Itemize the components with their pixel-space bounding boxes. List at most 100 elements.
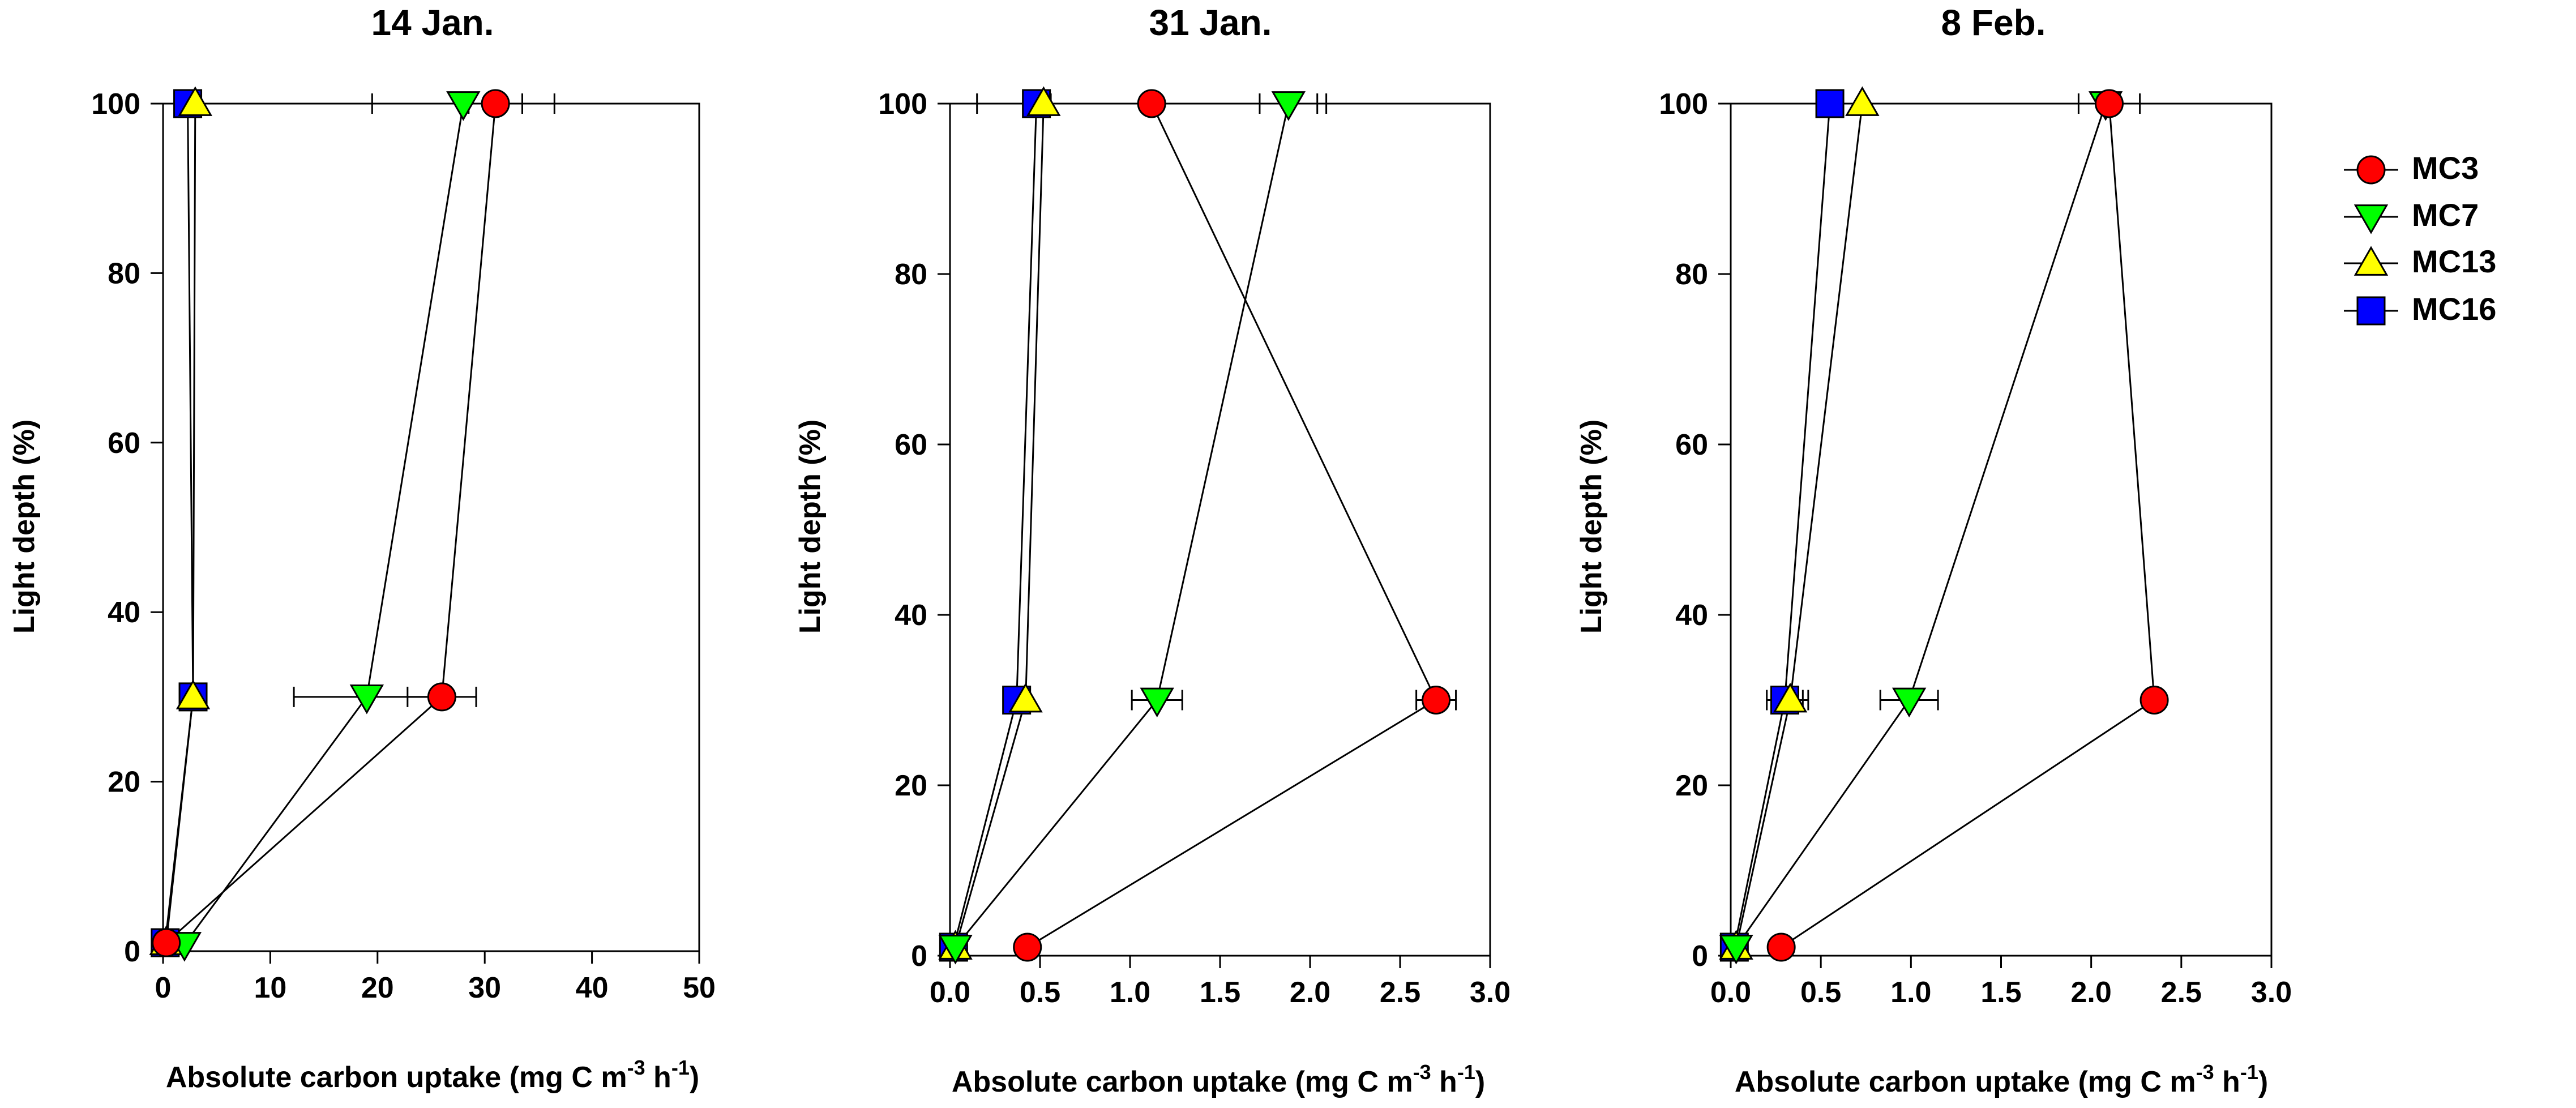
x-axis-label-mid: h <box>1431 1066 1457 1098</box>
y-tick-label: 20 <box>1675 769 1708 802</box>
y-tick-label: 60 <box>895 429 927 461</box>
series-line-mc13 <box>1735 103 1863 948</box>
data-point-mc7 <box>1719 935 1753 965</box>
y-tick-label: 40 <box>108 596 140 629</box>
data-point-mc3 <box>1137 89 1166 118</box>
x-tick-label: 0.0 <box>1710 976 1751 1009</box>
data-point-mc13 <box>1773 682 1808 713</box>
data-point-mc3 <box>152 928 181 957</box>
data-point-mc3 <box>1422 686 1451 715</box>
y-axis-label: Light depth (%) <box>794 420 827 634</box>
series-line-mc7 <box>183 103 464 945</box>
series-line-mc3 <box>165 103 497 944</box>
x-tick-label: 0.5 <box>1800 976 1841 1009</box>
x-axis-label-sup-m: -3 <box>627 1056 645 1079</box>
x-axis-label: Absolute carbon uptake (mg C m-3 h-1) <box>1735 1060 2268 1098</box>
x-axis-label-mid: h <box>2214 1066 2240 1098</box>
x-tick-label: 1.5 <box>1200 976 1240 1009</box>
y-tick-label: 100 <box>1659 88 1708 121</box>
legend-label-mc13: MC13 <box>2412 243 2496 279</box>
x-tick-label: 3.0 <box>2251 976 2292 1009</box>
x-tick-label: 0.0 <box>930 976 970 1009</box>
data-point-mc7 <box>446 91 481 121</box>
x-tick-label: 3.0 <box>1470 976 1510 1009</box>
x-tick-label: 10 <box>254 972 286 1004</box>
y-tick-label: 60 <box>108 427 140 460</box>
x-tick-label: 1.5 <box>1980 976 2021 1009</box>
data-point-mc3 <box>1766 932 1796 962</box>
data-point-mc3 <box>2095 89 2124 118</box>
panel-14-jan: 14 Jan. Light depth (%) Absolute carbon … <box>8 2 716 1094</box>
x-axis-label-end: ) <box>1475 1066 1485 1098</box>
series-line-mc7 <box>955 103 1290 948</box>
x-axis-label: Absolute carbon uptake (mg C m-3 h-1) <box>166 1056 699 1094</box>
y-tick-label: 20 <box>895 769 927 802</box>
x-tick-label: 50 <box>683 972 716 1004</box>
panel-31-jan: 31 Jan. Light depth (%) Absolute carbon … <box>794 2 1510 1098</box>
data-point-mc7 <box>1271 91 1306 121</box>
data-point-mc13 <box>1026 86 1061 116</box>
data-point-mc3 <box>2139 686 2169 715</box>
x-axis-label-sup-h: -1 <box>671 1056 690 1079</box>
x-axis-label-main: Absolute carbon uptake (mg C m <box>952 1066 1413 1098</box>
data-point-mc13 <box>1008 682 1043 713</box>
y-tick-label: 40 <box>1675 599 1708 632</box>
y-tick-label: 20 <box>108 766 140 799</box>
legend-marker-mc3 <box>2356 155 2386 185</box>
panel-title: 14 Jan. <box>371 2 494 43</box>
x-axis-label-sup-h: -1 <box>2240 1060 2258 1084</box>
x-axis-label-sup-m: -3 <box>1413 1060 1431 1084</box>
series-line-mc16 <box>952 103 1038 948</box>
data-point-mc13 <box>178 86 213 116</box>
x-tick-label: 40 <box>576 972 609 1004</box>
y-axis-label: Light depth (%) <box>1575 420 1608 634</box>
legend-label-mc16: MC16 <box>2412 291 2496 327</box>
plot-frame <box>162 102 700 952</box>
x-axis-label-sup-m: -3 <box>2196 1060 2214 1084</box>
series-line-mc16 <box>164 103 194 943</box>
panel-title: 31 Jan. <box>1149 2 1272 43</box>
data-point-mc13 <box>176 679 211 709</box>
legend: MC3 MC7 MC13 MC16 <box>2344 150 2496 327</box>
series-line-mc13 <box>955 103 1045 948</box>
x-tick-label: 0.5 <box>1020 976 1060 1009</box>
x-tick-label: 30 <box>468 972 501 1004</box>
y-axis-label: Light depth (%) <box>8 420 41 634</box>
legend-marker-mc16 <box>2356 296 2386 326</box>
x-tick-label: 2.0 <box>2071 976 2112 1009</box>
x-axis-label-sup-h: -1 <box>1457 1060 1475 1084</box>
y-tick-label: 80 <box>895 258 927 291</box>
data-point-mc3 <box>427 682 456 712</box>
plot-frame <box>1730 102 2273 957</box>
x-tick-label: 20 <box>361 972 394 1004</box>
x-tick-label: 1.0 <box>1890 976 1931 1009</box>
series-line-mc3 <box>1026 103 1437 948</box>
legend-marker-mc7 <box>2354 204 2389 234</box>
data-point-mc7 <box>1892 687 1927 718</box>
series-line-mc16 <box>1733 103 1831 948</box>
y-tick-label: 0 <box>124 935 140 968</box>
series-line-mc3 <box>1781 103 2155 948</box>
legend-label-mc3: MC3 <box>2412 150 2479 186</box>
panel-title: 8 Feb. <box>1941 2 2046 43</box>
data-point-mc3 <box>1013 932 1042 962</box>
x-tick-label: 2.5 <box>2161 976 2202 1009</box>
data-point-mc3 <box>481 89 510 118</box>
x-tick-label: 2.0 <box>1290 976 1330 1009</box>
panel-8-feb: 8 Feb. Light depth (%) Absolute carbon u… <box>1575 2 2292 1098</box>
x-axis-label-main: Absolute carbon uptake (mg C m <box>1735 1066 2196 1098</box>
data-point-mc7 <box>349 685 384 715</box>
x-tick-label: 1.0 <box>1110 976 1150 1009</box>
legend-marker-mc13 <box>2354 246 2389 276</box>
y-tick-label: 0 <box>1692 940 1708 973</box>
data-point-mc7 <box>938 935 973 965</box>
y-tick-label: 60 <box>1675 429 1708 461</box>
x-tick-label: 0 <box>155 972 172 1004</box>
y-tick-label: 100 <box>878 88 927 121</box>
data-point-mc16 <box>1815 89 1845 118</box>
data-point-mc13 <box>1845 86 1880 116</box>
data-point-mc7 <box>1140 687 1174 718</box>
x-axis-label-main: Absolute carbon uptake (mg C m <box>166 1061 627 1094</box>
series-line-mc7 <box>1735 103 2107 948</box>
